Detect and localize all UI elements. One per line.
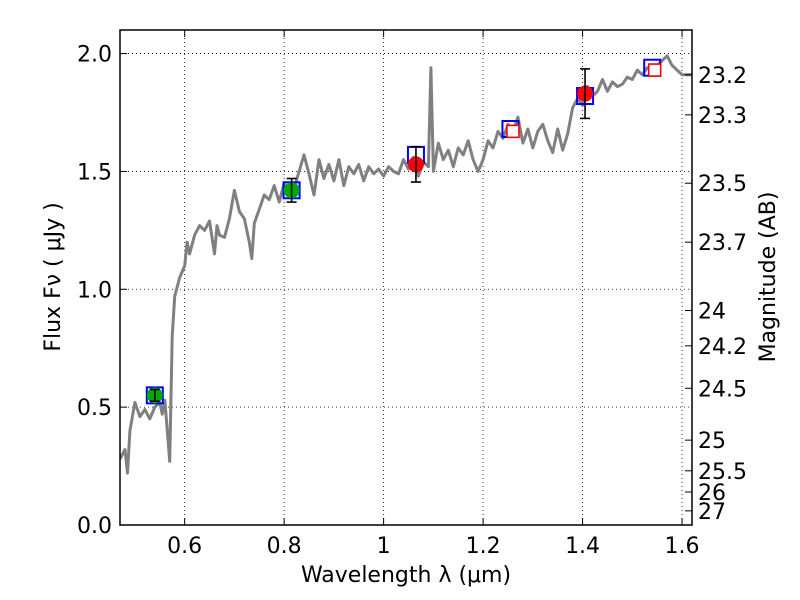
- right-tick-label: 23.5: [698, 172, 747, 197]
- right-tick-label: 24: [698, 300, 726, 325]
- y-tick-label: 0.0: [77, 514, 112, 539]
- y-tick-label: 2.0: [77, 43, 112, 68]
- right-axis-label: Magnitude (AB): [756, 192, 781, 363]
- plot-area: [120, 54, 692, 475]
- x-tick-label: 1.4: [565, 534, 600, 559]
- axes-frame: [119, 29, 693, 526]
- y-tick-label: 1.5: [77, 160, 112, 185]
- right-tick-label: 23.7: [698, 231, 747, 256]
- right-tick-label: 24.2: [698, 335, 747, 360]
- x-tick-label: 1.2: [466, 534, 501, 559]
- right-tick-label: 25: [698, 429, 726, 454]
- y-axis-label: Flux Fν ( μJy ): [41, 202, 66, 351]
- x-tick-label: 0.6: [167, 534, 202, 559]
- x-tick-label: 1.6: [665, 534, 700, 559]
- right-tick-label: 23.3: [698, 104, 747, 129]
- y-tick-label: 0.5: [77, 396, 112, 421]
- right-tick-label: 23.2: [698, 64, 747, 89]
- x-axis-label: Wavelength λ (μm): [301, 563, 511, 588]
- right-tick-label: 24.5: [698, 377, 747, 402]
- axis-ticks: 0.6 0.8 1 1.2 1.4 1.6 0.0 0.5 1.0 1.5 2.0 23.2 23.3 2…: [77, 30, 747, 559]
- x-tick-label: 0.8: [267, 534, 302, 559]
- upper-limit-square: [647, 63, 662, 77]
- right-tick-label: 26: [698, 481, 726, 506]
- right-tick-label: 25.5: [698, 460, 747, 485]
- x-tick-label: 1: [377, 534, 391, 559]
- upper-limit-square: [506, 124, 520, 139]
- right-tick-label: 27: [698, 500, 726, 525]
- y-tick-label: 1.0: [77, 278, 112, 303]
